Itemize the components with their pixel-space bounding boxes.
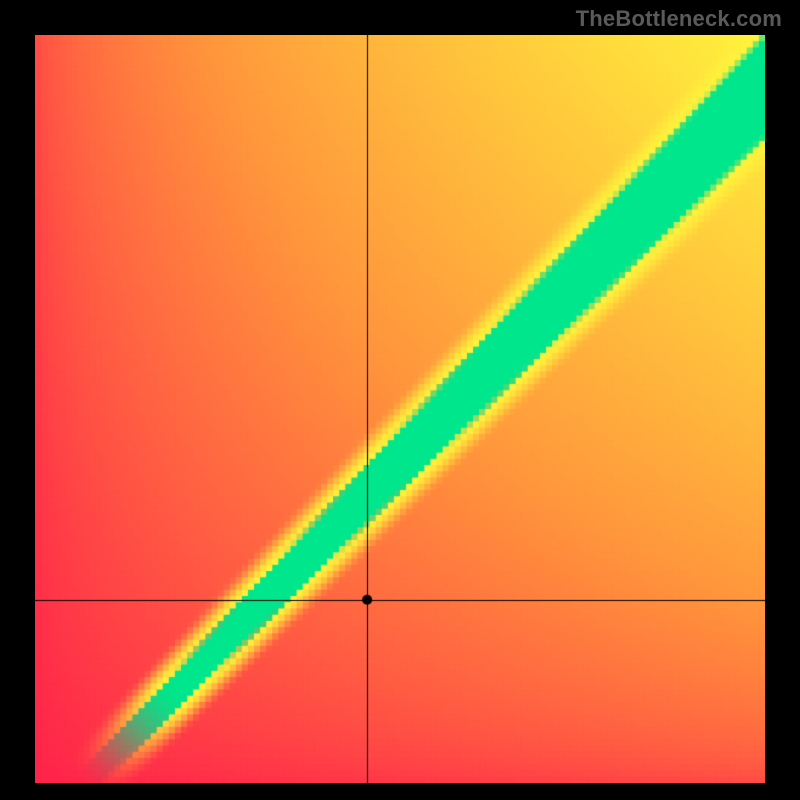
chart-container: { "watermark": { "text": "TheBottleneck.… — [0, 0, 800, 800]
bottleneck-heatmap — [35, 35, 765, 783]
watermark-text: TheBottleneck.com — [576, 6, 782, 32]
